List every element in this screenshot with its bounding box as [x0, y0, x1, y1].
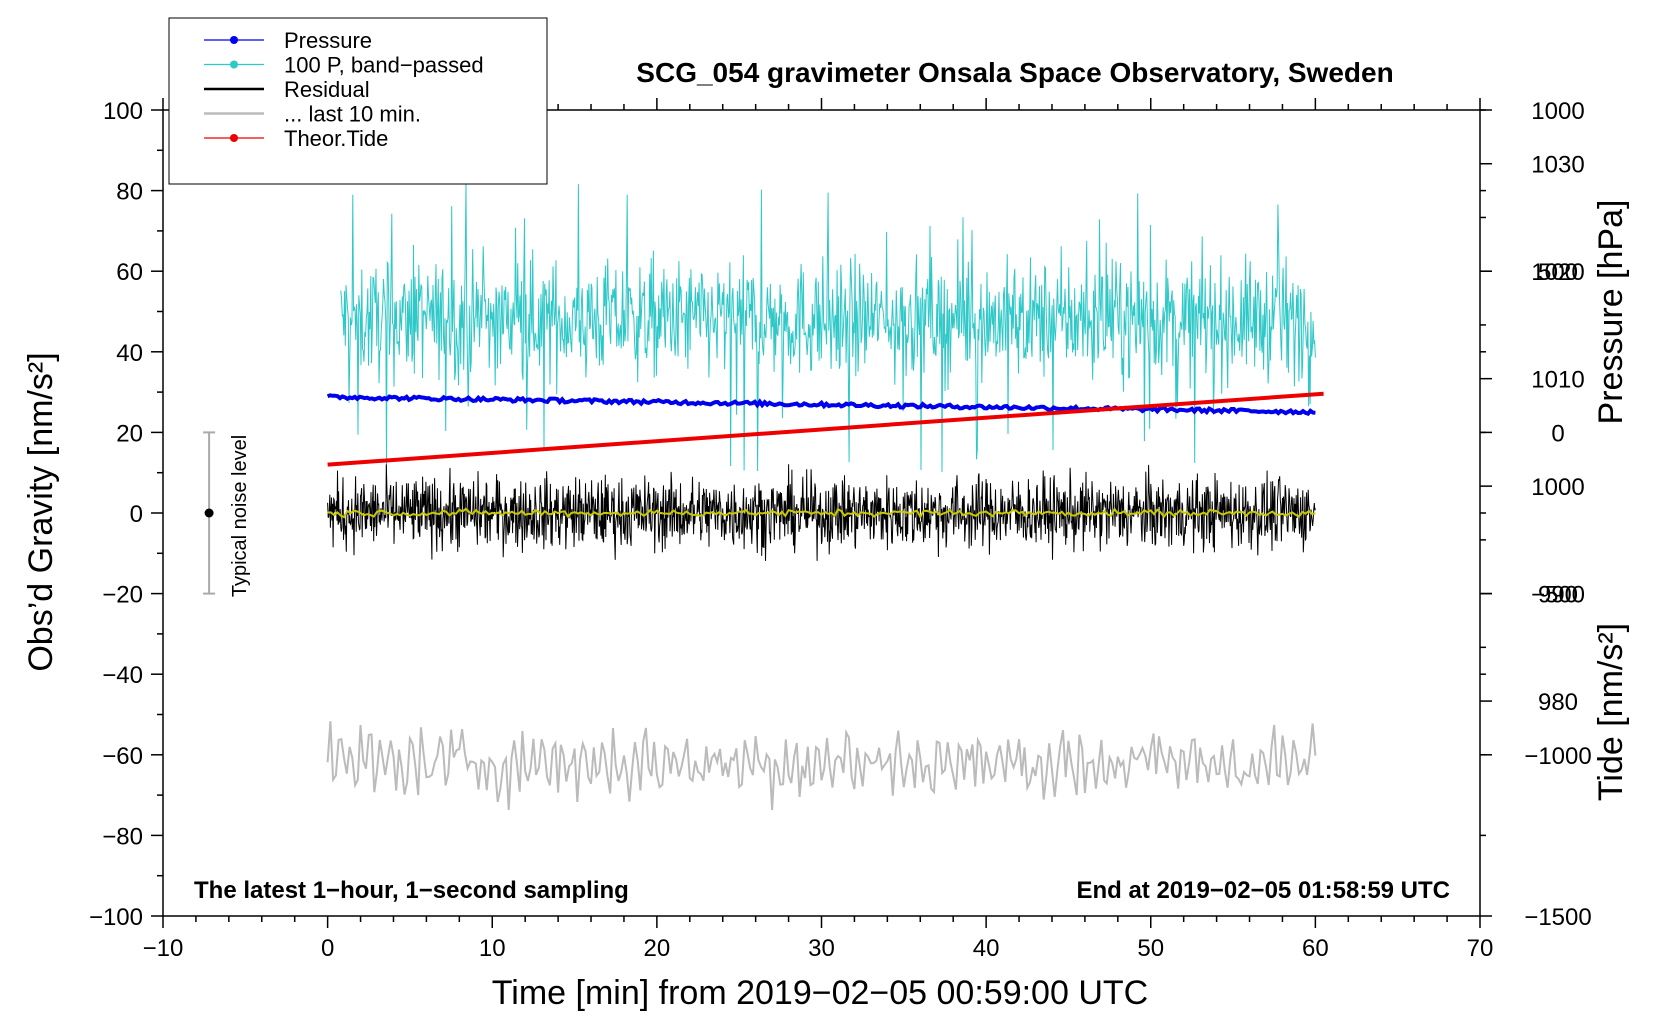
x-tick-label: 50	[1137, 935, 1164, 962]
y-tick-label: 80	[116, 179, 143, 206]
tide-axis-title: Tide [nm/s²]	[1592, 623, 1630, 801]
pressure-axis-title: Pressure [hPa]	[1592, 200, 1630, 425]
pressure-tick-label: 990	[1538, 582, 1578, 609]
pressure-tick-label: 1010	[1531, 367, 1584, 394]
x-tick-label: 0	[321, 935, 334, 962]
y-tick-label: −80	[102, 823, 143, 850]
tide-tick-label: 0	[1551, 420, 1564, 447]
legend-marker	[230, 60, 238, 69]
x-tick-label: 20	[644, 935, 671, 962]
x-tick-label: 40	[973, 935, 1000, 962]
legend-label: ... last 10 min.	[284, 102, 421, 127]
pressure-tick-label: 1030	[1531, 152, 1584, 179]
noise-bar	[203, 431, 216, 595]
tide-tick-label: −1000	[1524, 743, 1591, 770]
pressure-tick-label: 1000	[1531, 474, 1584, 501]
x-tick-label: 60	[1302, 935, 1329, 962]
y-tick-label: −60	[102, 743, 143, 770]
tide-line	[327, 391, 1324, 467]
pressure-tick-label: 980	[1538, 689, 1578, 716]
y-tick-label: 0	[130, 501, 143, 528]
tide-tick-label: −1500	[1524, 904, 1591, 931]
y-axis-title: Obs’d Gravity [nm/s²]	[22, 352, 60, 671]
series-layer	[326, 182, 1324, 811]
noise-label: Typical noise level	[229, 435, 251, 597]
residual-smoothed-line	[327, 507, 1316, 520]
tide-tick-label: 1000	[1531, 98, 1584, 125]
y-tick-label: −40	[102, 662, 143, 689]
legend-label: Theor.Tide	[284, 126, 388, 151]
annotation-left: The latest 1−hour, 1−second sampling	[194, 877, 629, 904]
y-tick-label: 100	[103, 98, 143, 125]
legend-label: Pressure	[284, 28, 372, 53]
bandpassed-pressure-line	[340, 182, 1316, 473]
x-tick-label: 70	[1467, 935, 1494, 962]
annotation-right: End at 2019−02−05 01:58:59 UTC	[1076, 877, 1450, 904]
y-tick-label: 40	[116, 340, 143, 367]
residual-line	[327, 464, 1316, 561]
pressure-tick-label: 1020	[1531, 259, 1584, 286]
noise-bar-center-dot	[204, 508, 214, 518]
last-10-min-line	[326, 721, 1317, 811]
legend-box	[168, 17, 548, 185]
legend-marker	[230, 134, 238, 142]
chart-title: SCG_054 gravimeter Onsala Space Observat…	[636, 57, 1393, 88]
x-axis-title: Time [min] from 2019−02−05 00:59:00 UTC	[492, 974, 1148, 1012]
pressure-axis-ticks: 1030 1020 1010 1000 990 980	[1480, 109, 1585, 756]
legend-label: Residual	[284, 77, 370, 102]
y-tick-label: −20	[102, 582, 143, 609]
tide-tick-label: −500	[1531, 582, 1585, 609]
y-tick-label: 20	[116, 420, 143, 447]
tide-tick-label: 500	[1538, 259, 1578, 286]
x-tick-label: 30	[808, 935, 835, 962]
pressure-line	[326, 393, 1316, 417]
legend-marker	[230, 36, 238, 44]
y-tick-label: −100	[89, 904, 143, 931]
legend-label: 100 P, band−passed	[284, 53, 484, 78]
y-tick-label: 60	[116, 259, 143, 286]
y-axis-ticks: 100 80 60 40 20 0 −20 −40 −60 −80 −100	[89, 98, 163, 931]
x-tick-label: 10	[479, 935, 506, 962]
x-tick-label: −10	[143, 935, 184, 962]
tide-axis-ticks: 1000 500 0 −500 −1000 −1500	[1480, 98, 1592, 931]
